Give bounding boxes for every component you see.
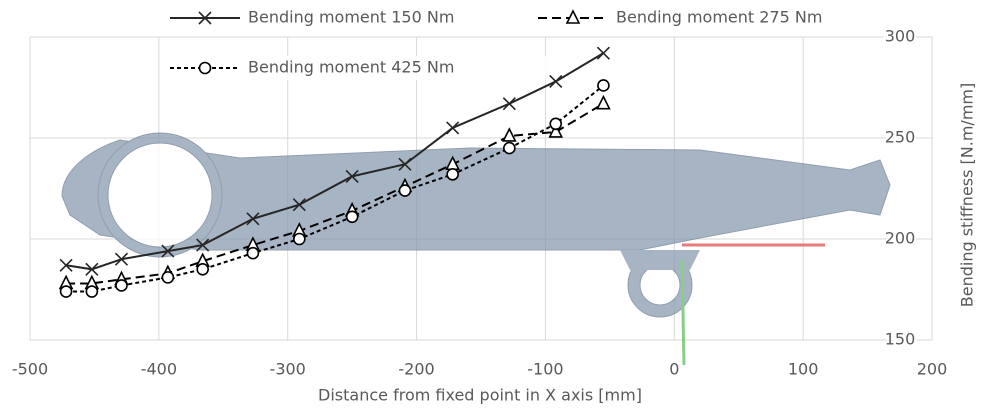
background-part	[62, 133, 890, 365]
legend-marker	[200, 63, 211, 74]
data-point	[247, 248, 258, 259]
x-tick-label: -500	[12, 360, 48, 379]
data-point	[162, 272, 173, 283]
x-tick-label: 100	[788, 360, 819, 379]
x-tick-label: 0	[669, 360, 679, 379]
legend-item: Bending moment 275 Nm	[534, 6, 914, 30]
data-point	[116, 280, 127, 291]
y-tick-label: 150	[885, 330, 916, 349]
legend-label: Bending moment 275 Nm	[616, 8, 822, 27]
data-point	[86, 286, 97, 297]
legend-label: Bending moment 425 Nm	[248, 58, 454, 77]
legend-label: Bending moment 150 Nm	[248, 8, 454, 27]
x-tick-label: -100	[527, 360, 563, 379]
data-point	[347, 211, 358, 222]
legend-item: Bending moment 150 Nm	[166, 6, 546, 30]
y-axis-title: Bending stiffness [N.m/mm]	[958, 83, 977, 307]
data-point	[550, 75, 562, 87]
data-point	[294, 234, 305, 245]
x-axis-title: Distance from fixed point in X axis [mm]	[318, 386, 642, 405]
data-point	[598, 80, 609, 91]
data-point	[503, 129, 515, 141]
data-point	[447, 169, 458, 180]
data-point	[504, 143, 515, 154]
data-point	[550, 118, 561, 129]
x-tick-label: 200	[917, 360, 948, 379]
y-tick-label: 200	[885, 229, 916, 248]
data-point	[447, 122, 459, 134]
chart: Distance from fixed point in X axis [mm]…	[0, 0, 987, 410]
y-tick-label: 250	[885, 128, 916, 147]
data-point	[597, 47, 609, 59]
data-point	[61, 286, 72, 297]
data-point	[503, 98, 515, 110]
legend-item: Bending moment 425 Nm	[166, 56, 546, 80]
data-point	[197, 264, 208, 275]
x-tick-label: -200	[398, 360, 434, 379]
x-tick-label: -300	[270, 360, 306, 379]
data-point	[597, 97, 609, 109]
x-tick-label: -400	[141, 360, 177, 379]
data-point	[399, 185, 410, 196]
